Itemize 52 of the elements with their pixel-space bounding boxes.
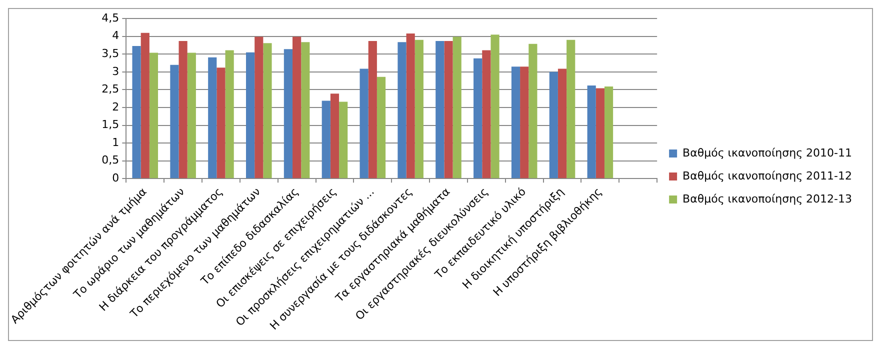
bar — [444, 41, 453, 178]
bar — [490, 34, 500, 178]
bar — [368, 41, 377, 178]
bar — [246, 52, 255, 178]
bar — [292, 36, 302, 178]
y-tick-label: 3 — [112, 64, 120, 78]
bar — [132, 46, 141, 178]
bar — [474, 58, 482, 178]
y-tick-label: 2 — [112, 100, 120, 114]
bar — [436, 41, 444, 178]
bar — [301, 42, 310, 178]
bar — [360, 68, 368, 178]
y-tick-label: 0,5 — [102, 154, 120, 167]
y-tick-label: 1,5 — [102, 118, 120, 132]
bar — [414, 40, 424, 178]
bar — [263, 43, 272, 178]
bar — [376, 76, 386, 178]
legend-label: Βαθμός ικανοποίησης 2010-11 — [682, 146, 852, 160]
bar — [520, 66, 529, 178]
bar — [398, 42, 406, 178]
bar — [587, 85, 596, 178]
y-tick-label: 2,5 — [102, 82, 120, 96]
y-tick-label: 4,5 — [102, 11, 120, 24]
bar — [406, 34, 415, 178]
bar — [511, 66, 520, 178]
y-tick-label: 1 — [112, 136, 120, 149]
legend-label: Βαθμός ικανοποίησης 2011-12 — [682, 169, 852, 182]
bar — [528, 44, 538, 178]
bar — [149, 52, 158, 178]
bar — [604, 86, 614, 178]
bar — [482, 50, 491, 178]
bar — [558, 68, 567, 178]
y-tick-label: 4 — [112, 29, 120, 42]
bar — [140, 32, 150, 178]
bar — [549, 72, 558, 178]
bar — [330, 94, 340, 178]
bar — [170, 64, 179, 178]
bar — [339, 102, 348, 178]
y-tick-label: 3,5 — [102, 47, 120, 60]
bar — [178, 41, 188, 178]
bar — [225, 50, 234, 178]
y-tick-label: 0 — [112, 171, 120, 184]
bar — [187, 52, 196, 178]
bar — [322, 100, 330, 178]
bar — [208, 57, 217, 178]
bar — [596, 88, 604, 178]
bar — [216, 68, 226, 178]
bar — [284, 49, 293, 178]
bar — [452, 36, 462, 178]
bar — [566, 40, 576, 178]
legend-label: Βαθμός ικανοποίησης 2012-13 — [682, 192, 852, 206]
bar — [254, 36, 264, 178]
